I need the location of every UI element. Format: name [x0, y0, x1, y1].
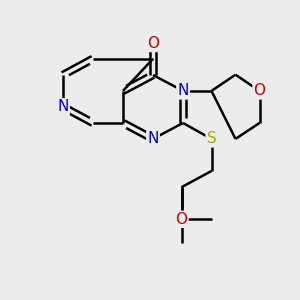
Text: N: N — [57, 99, 69, 114]
Text: N: N — [147, 131, 159, 146]
Text: O: O — [254, 83, 266, 98]
Text: S: S — [207, 131, 216, 146]
Text: N: N — [177, 83, 189, 98]
Text: O: O — [147, 36, 159, 51]
Text: O: O — [176, 212, 188, 227]
